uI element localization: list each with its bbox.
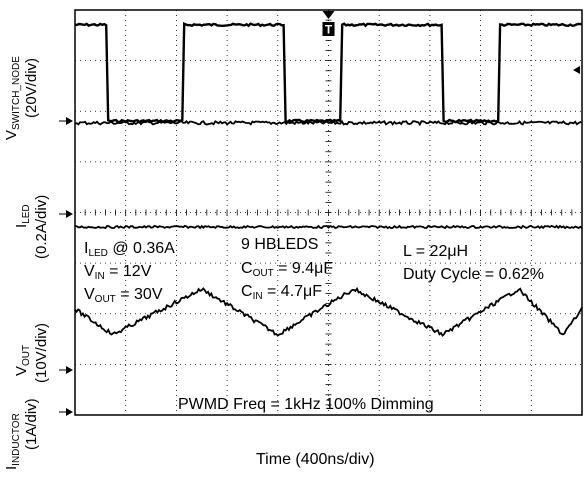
annotation-inductance-text: L = 22μH bbox=[403, 243, 469, 260]
ylabel-iinductor-scale-text: (1A/div) bbox=[23, 398, 40, 450]
annotation-vout-rest: = 30V bbox=[115, 286, 163, 303]
annotation-iled-rest: @ 0.36A bbox=[107, 240, 175, 257]
annotation-iled-main: I bbox=[84, 240, 89, 257]
ylabel-iinductor-main: I bbox=[3, 465, 20, 470]
ylabel-iinductor-scale: (1A/div) bbox=[23, 398, 40, 450]
trace-iled-baseline bbox=[74, 224, 583, 230]
annotation-cout-main: C bbox=[241, 260, 253, 277]
annotation-duty-cycle-text: Duty Cycle = 0.62% bbox=[403, 266, 544, 283]
annotation-vin-sub: IN bbox=[94, 271, 105, 282]
xaxis-label: Time (400ns/div) bbox=[256, 451, 375, 469]
right-ref-marker bbox=[573, 66, 580, 74]
annotation-cout-rest: = 9.4μF bbox=[273, 260, 334, 277]
annotation-duty-cycle: Duty Cycle = 0.62% bbox=[403, 267, 544, 283]
annotation-iled: ILED @ 0.36A bbox=[84, 241, 175, 259]
ylabel-switch-node-sub: SWITCH_NODE bbox=[11, 56, 22, 130]
trigger-label: T bbox=[325, 23, 333, 37]
annotation-cin-sub: IN bbox=[252, 291, 263, 302]
annotation-vin-main: V bbox=[84, 263, 95, 280]
ylabel-vout-sub: OUT bbox=[21, 344, 32, 366]
ylabel-switch-node-scale-text: (20V/div) bbox=[23, 57, 40, 118]
ylabel-iled-sub: LED bbox=[21, 204, 32, 224]
ylabel-iinductor: IINDUCTOR bbox=[3, 413, 22, 470]
trigger-box bbox=[322, 22, 335, 36]
annotation-vout-main: V bbox=[84, 286, 95, 303]
ylabel-switch-node-scale: (20V/div) bbox=[23, 57, 40, 118]
ylabel-iled-scale: (0.2A/div) bbox=[33, 194, 50, 259]
ylabel-vout-scale: (10V/div) bbox=[33, 322, 50, 383]
annotation-hbleds: 9 HBLEDS bbox=[241, 237, 318, 253]
ylabel-vout-main: V bbox=[13, 365, 30, 376]
channel-ref-marker-3 bbox=[66, 366, 73, 374]
annotation-cin: CIN = 4.7μF bbox=[241, 284, 322, 302]
annotation-pwmd-freq: PWMD Freq = 1kHz 100% Dimming bbox=[178, 397, 434, 413]
ylabel-iled-scale-text: (0.2A/div) bbox=[33, 194, 50, 259]
ylabel-switch-node-main: V bbox=[3, 129, 20, 140]
annotation-cout-sub: OUT bbox=[252, 268, 274, 279]
ylabel-iinductor-sub: INDUCTOR bbox=[11, 413, 22, 466]
xaxis-label-text: Time (400ns/div) bbox=[256, 451, 375, 468]
channel-ref-marker-1 bbox=[66, 117, 73, 125]
channel-ref-marker-2 bbox=[66, 210, 73, 218]
markers: T bbox=[59, 11, 580, 416]
annotation-cin-main: C bbox=[241, 283, 253, 300]
trigger-arrow bbox=[322, 11, 335, 19]
annotation-inductance: L = 22μH bbox=[403, 244, 468, 260]
trace-iled bbox=[74, 119, 583, 127]
ylabel-vout-scale-text: (10V/div) bbox=[33, 322, 50, 383]
ylabel-iled: ILED bbox=[13, 204, 32, 228]
annotation-hbleds-text: 9 HBLEDS bbox=[241, 236, 319, 253]
annotation-vout-sub: OUT bbox=[94, 294, 116, 305]
ylabel-switch-node: VSWITCH_NODE bbox=[3, 56, 22, 140]
annotation-cin-rest: = 4.7μF bbox=[262, 283, 323, 300]
traces bbox=[74, 22, 583, 338]
annotation-cout: COUT = 9.4μF bbox=[241, 261, 333, 279]
annotation-vout: VOUT = 30V bbox=[84, 287, 162, 305]
channel-ref-marker-4 bbox=[66, 408, 73, 416]
annotation-vin-rest: = 12V bbox=[104, 263, 152, 280]
ylabel-vout: VOUT bbox=[13, 344, 32, 376]
annotation-iled-sub: LED bbox=[88, 248, 108, 259]
grid bbox=[74, 9, 583, 416]
trace-vout bbox=[74, 286, 583, 338]
annotation-vin: VIN = 12V bbox=[84, 264, 151, 282]
annotation-pwmd-freq-text: PWMD Freq = 1kHz 100% Dimming bbox=[178, 396, 434, 413]
ylabel-iled-main: I bbox=[13, 223, 30, 228]
